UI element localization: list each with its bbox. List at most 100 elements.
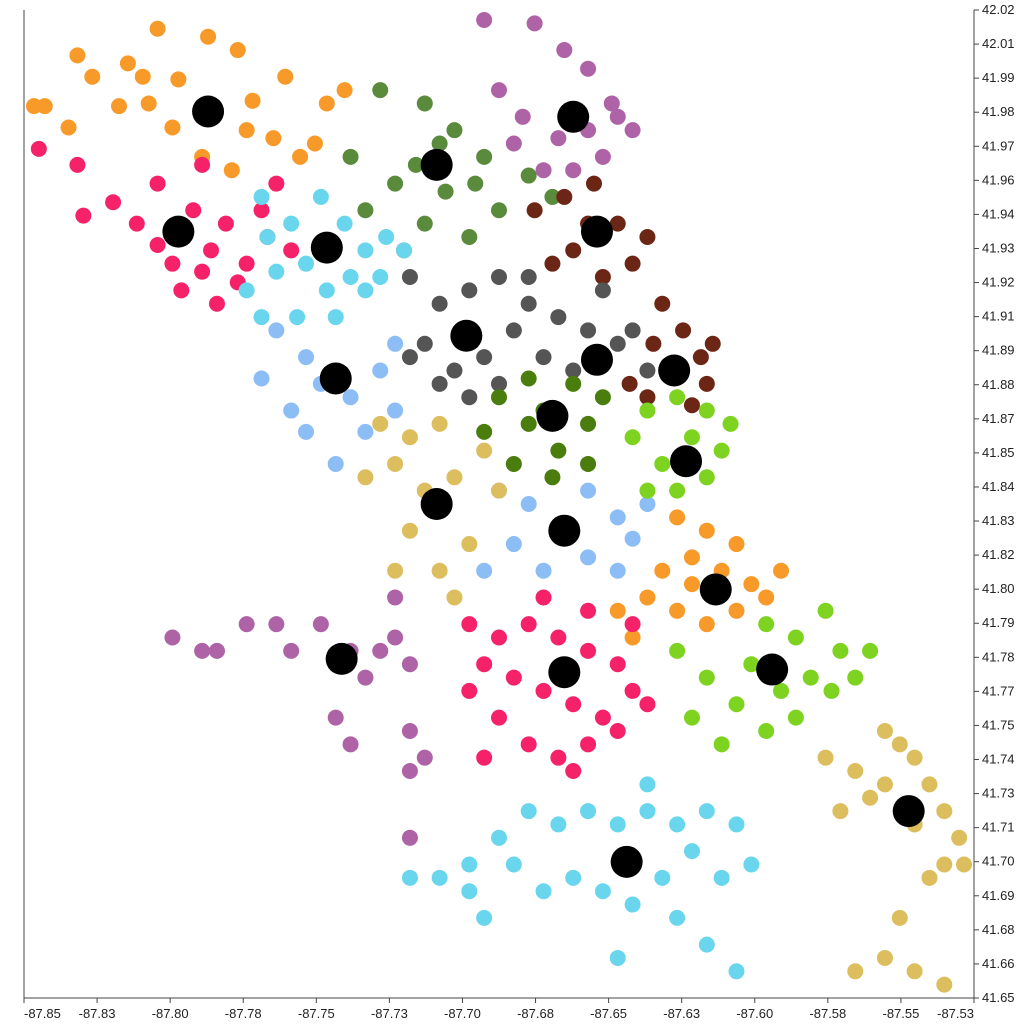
data-point	[437, 183, 454, 200]
data-point	[238, 616, 255, 633]
data-point	[277, 68, 294, 85]
data-point	[491, 482, 507, 499]
data-point	[580, 60, 597, 77]
data-point	[603, 95, 620, 112]
data-point	[639, 589, 656, 606]
data-point	[669, 909, 686, 926]
data-point	[624, 429, 641, 446]
data-point	[357, 282, 374, 299]
data-point	[847, 963, 864, 980]
x-tick-label: -87.60	[736, 1006, 773, 1021]
data-point	[698, 469, 715, 486]
data-point	[372, 362, 389, 379]
data-point	[520, 269, 537, 286]
data-point	[401, 429, 418, 446]
cluster-centroids	[162, 95, 925, 878]
data-point	[318, 95, 335, 112]
data-point	[476, 562, 493, 579]
y-tick-label: 41.89	[982, 343, 1015, 358]
data-point	[164, 255, 181, 272]
data-point	[387, 455, 404, 472]
data-point	[580, 736, 597, 753]
data-point	[357, 669, 374, 686]
data-point	[876, 776, 893, 793]
data-point	[698, 803, 715, 820]
data-point	[491, 709, 507, 726]
data-point	[461, 389, 478, 406]
data-point	[401, 522, 418, 539]
data-point	[556, 42, 573, 59]
centroid-marker	[450, 319, 483, 352]
y-tick-label: 41.96	[982, 172, 1015, 187]
data-point	[624, 255, 641, 272]
data-point	[639, 776, 656, 793]
data-point	[526, 15, 543, 32]
data-point	[327, 709, 344, 726]
data-point	[134, 68, 151, 85]
data-point	[327, 309, 344, 326]
y-tick-label: 41.71	[982, 820, 1015, 835]
data-point	[164, 629, 181, 646]
data-point	[669, 509, 686, 526]
data-point	[446, 589, 463, 606]
data-point	[401, 269, 418, 286]
data-point	[401, 656, 418, 673]
data-point	[149, 236, 166, 253]
y-tick-label: 41.94	[982, 206, 1015, 221]
centroid-marker	[699, 573, 732, 606]
data-point	[683, 709, 700, 726]
data-point	[238, 282, 255, 299]
data-point	[244, 92, 261, 109]
data-point	[200, 28, 217, 45]
data-point	[594, 709, 611, 726]
data-point	[312, 188, 329, 205]
data-point	[318, 282, 335, 299]
x-tick-label: -87.80	[152, 1006, 189, 1021]
y-tick-label: 41.92	[982, 275, 1015, 290]
data-point	[268, 175, 285, 192]
x-tick-label: -87.78	[225, 1006, 262, 1021]
data-point	[743, 856, 760, 873]
data-point	[743, 576, 760, 593]
data-point	[208, 295, 225, 312]
y-tick-label: 41.97	[982, 138, 1015, 153]
data-point	[265, 130, 282, 147]
data-point	[387, 562, 404, 579]
data-point	[683, 549, 700, 566]
data-point	[461, 616, 478, 633]
data-point	[683, 429, 700, 446]
data-point	[253, 202, 270, 219]
data-point	[817, 602, 834, 619]
data-point	[208, 642, 225, 659]
data-point	[535, 349, 552, 366]
centroid-marker	[658, 354, 691, 387]
y-tick-label: 41.87	[982, 411, 1015, 426]
x-tick-label: -87.63	[663, 1006, 700, 1021]
data-point	[253, 370, 270, 387]
data-point	[446, 362, 463, 379]
y-tick-label: 41.82	[982, 547, 1015, 562]
data-point	[416, 215, 433, 232]
data-point	[372, 415, 389, 432]
x-tick-label: -87.65	[590, 1006, 627, 1021]
data-point	[906, 749, 923, 766]
data-point	[565, 375, 582, 392]
data-point	[544, 469, 561, 486]
centroid-marker	[557, 100, 590, 133]
data-point	[728, 963, 745, 980]
data-point	[461, 228, 478, 245]
data-point	[520, 803, 537, 820]
x-tick-label: -87.73	[371, 1006, 408, 1021]
data-point	[312, 616, 329, 633]
data-point	[787, 629, 804, 646]
data-point	[550, 442, 567, 459]
data-point	[639, 402, 656, 419]
data-point	[298, 255, 315, 272]
data-point	[69, 156, 86, 173]
data-point	[891, 736, 908, 753]
data-point	[119, 55, 136, 72]
data-point	[565, 696, 582, 713]
data-point	[378, 228, 395, 245]
data-point	[396, 242, 412, 259]
data-point	[722, 415, 739, 432]
